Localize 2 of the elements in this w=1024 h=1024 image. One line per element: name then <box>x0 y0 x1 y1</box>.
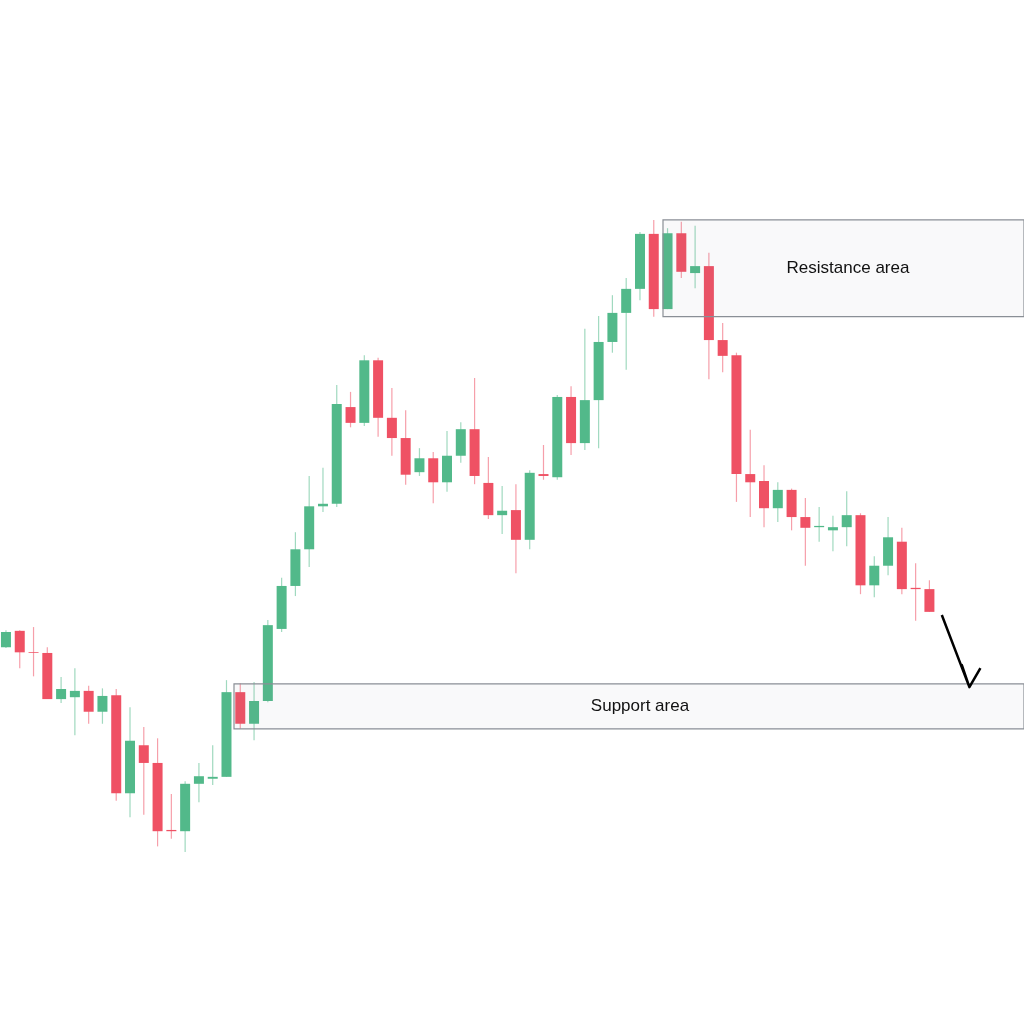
band-label: Support area <box>590 696 690 716</box>
band-label: Resistance area <box>786 258 910 278</box>
